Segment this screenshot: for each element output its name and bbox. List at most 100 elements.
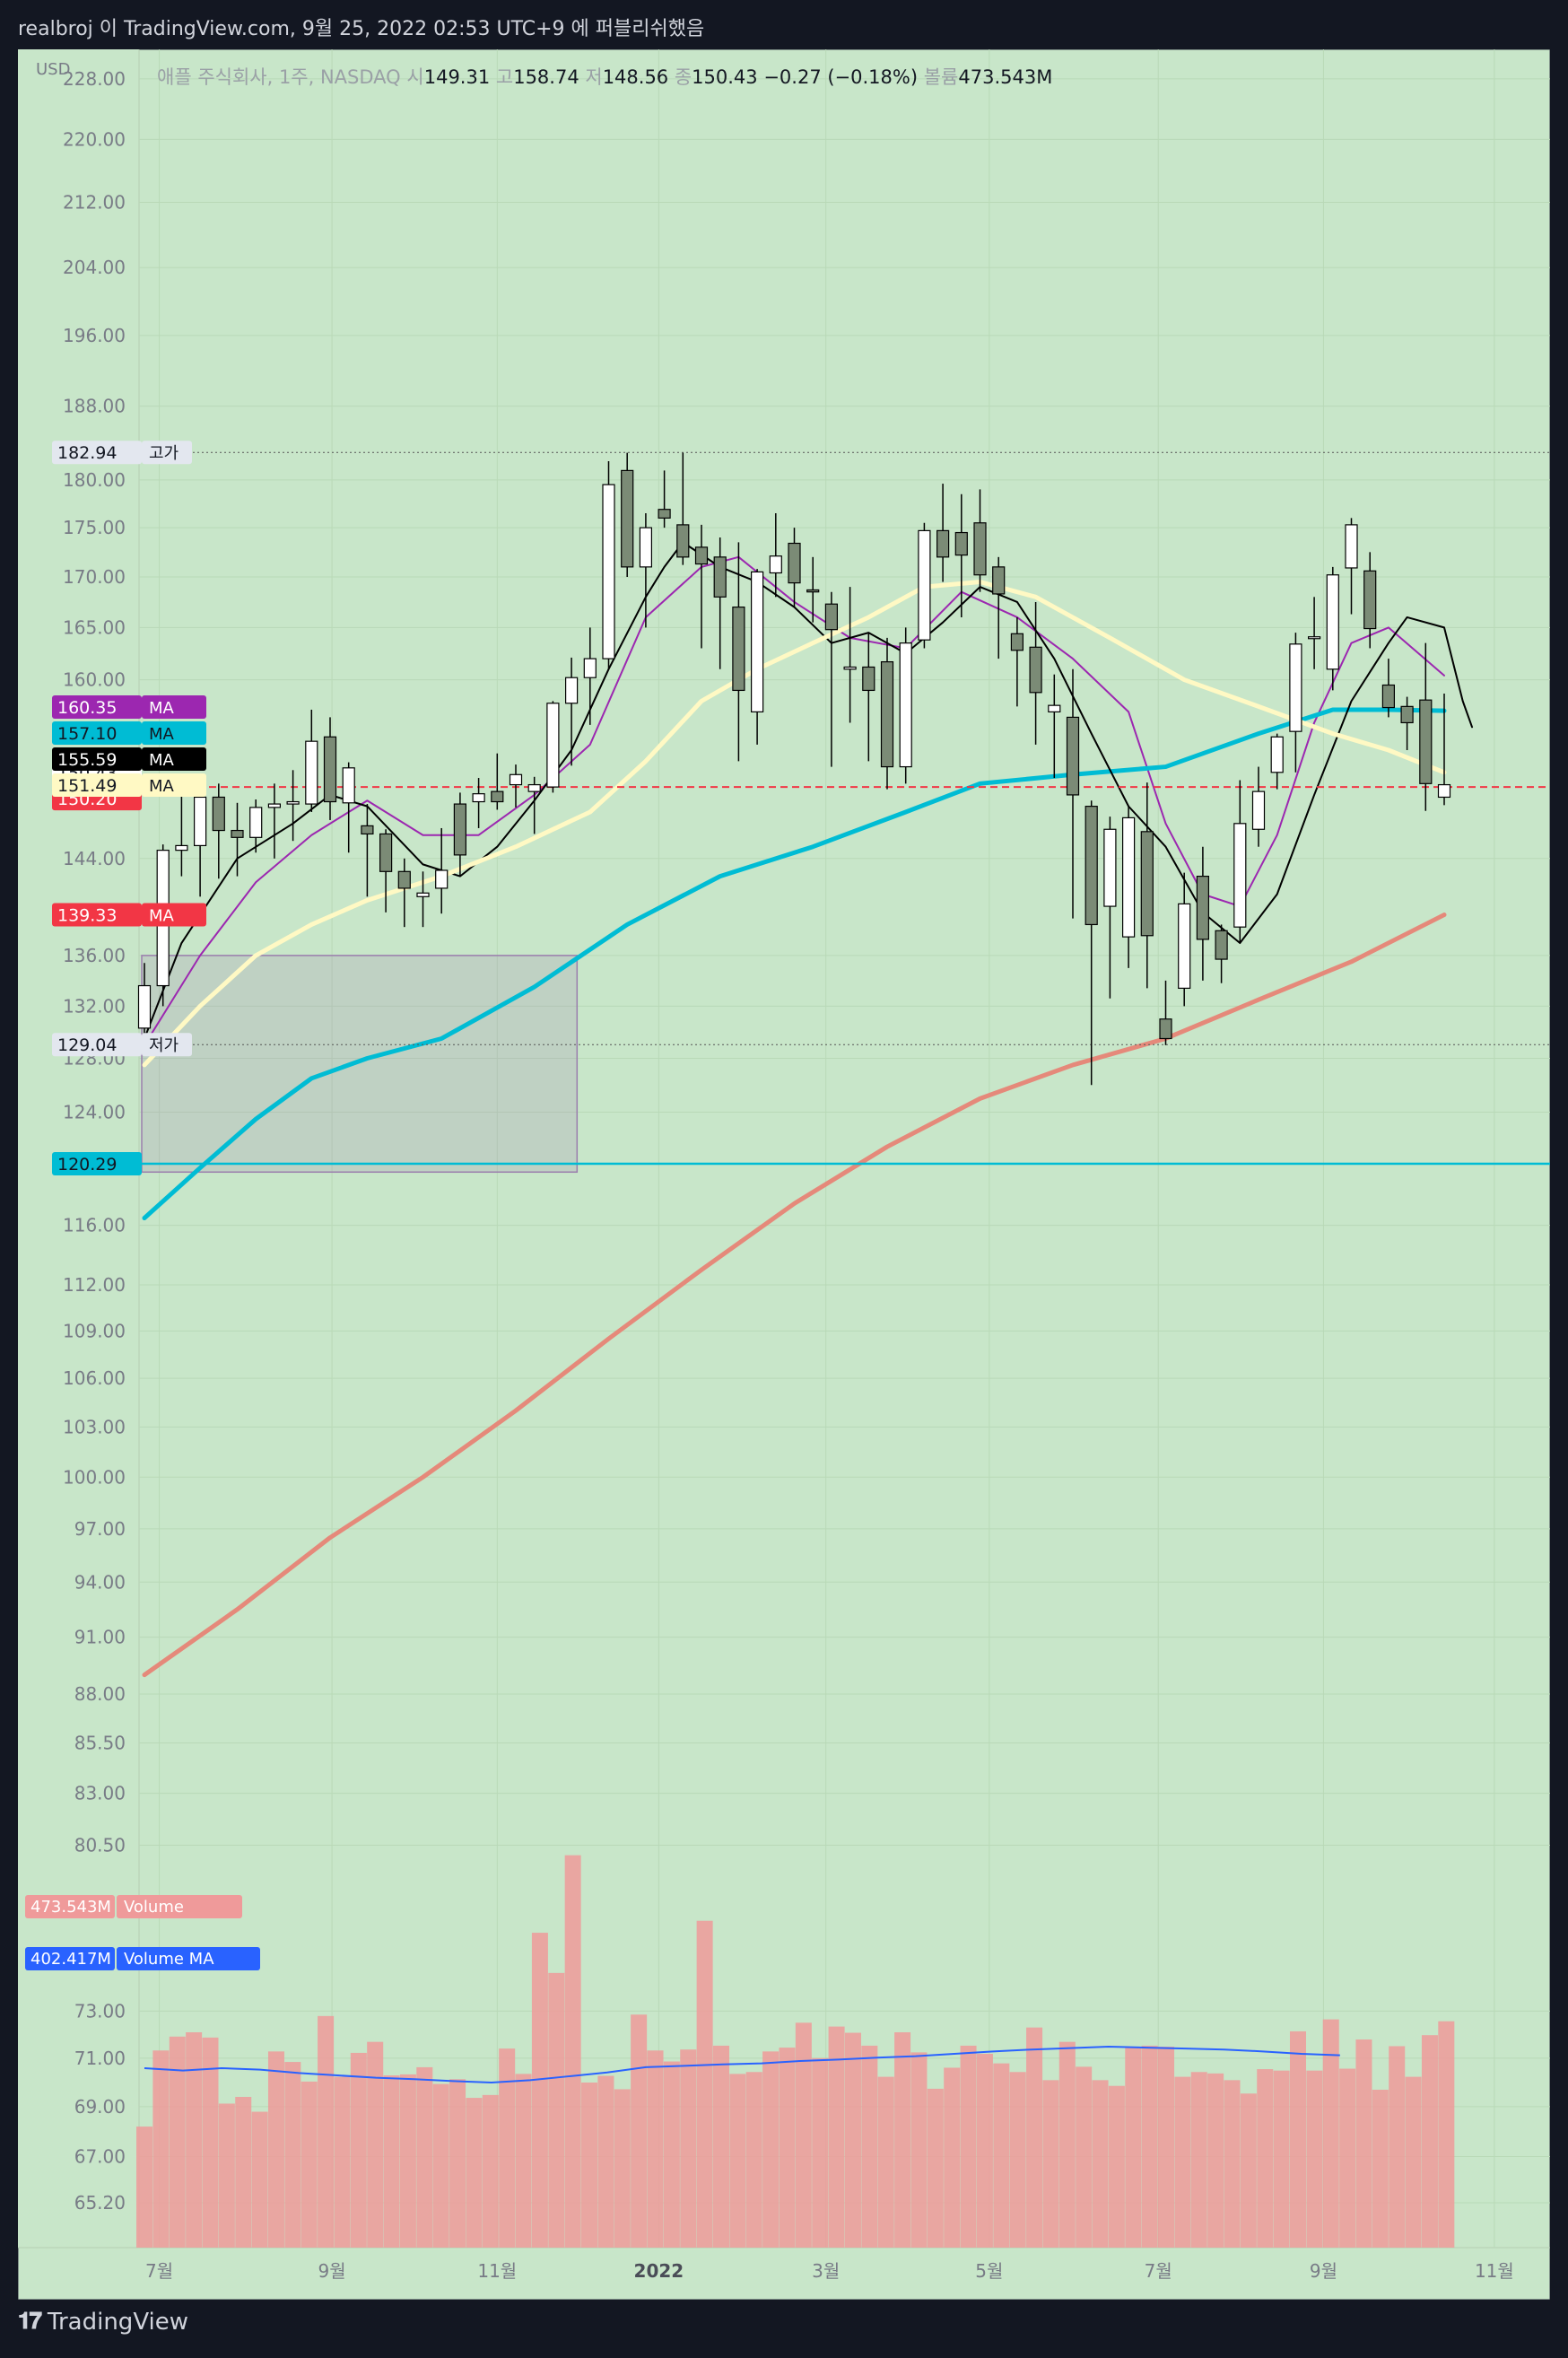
volume-bar [548,1972,565,2248]
price-tick-label: 212.00 [63,191,126,213]
volume-bar [432,2083,449,2248]
ma-3-tag-label: 151.49 [57,776,117,796]
volume-bar [779,2048,796,2248]
time-tick-label: 7월 [1145,2260,1172,2282]
volume-bar [383,2075,400,2248]
candle-down [1363,570,1377,630]
price-scale-background [18,49,139,2248]
candle-down [491,790,504,803]
low-tag-extra: 저가 [149,1036,179,1055]
price-tick-label: 69.00 [74,2096,126,2118]
candle-down [1381,684,1396,709]
volume-bar [844,2032,861,2248]
ma-line-1 [142,707,1447,1221]
candle-up [527,783,541,792]
candle-up [899,642,912,768]
volume-bar [202,2037,219,2248]
volume-bar [416,2066,433,2248]
volume-bar [531,1933,548,2248]
low-tag-label: 129.04 [57,1035,117,1055]
volume-bar [1389,2046,1406,2248]
volume-bar [944,2067,961,2248]
time-tick-label: 7월 [145,2260,173,2282]
price-tick-label: 204.00 [63,257,126,278]
low-tag-bg [52,1033,142,1057]
volume-bar [960,2045,977,2248]
candle-up [769,555,782,574]
volume-bar [1306,2070,1323,2248]
brand: 𝟏𝟕 TradingView [18,2308,188,2336]
candle-up [1251,790,1266,830]
volume-bar [696,1920,713,2248]
ma-4-tag-extra-bg [142,903,206,927]
candle-down [1066,716,1080,796]
price-tick-label: 160.00 [63,669,126,691]
ma-3-tag-extra-bg [142,773,206,797]
candlestick-chart[interactable]: 228.00 220.00 212.00 204.00 196.00 188.00 180.… [18,49,1550,2300]
candle-up [267,803,281,808]
candle-down [1400,705,1414,724]
price-tick-label: 106.00 [63,1367,126,1389]
volume-bar [597,2075,614,2248]
candle-up [843,666,857,670]
volume-tag-label: 473.543M [30,1898,111,1917]
volume-bar [1421,2035,1438,2248]
volume-bar [152,2050,170,2248]
candle-up [435,869,449,889]
volume-bar [284,2062,301,2248]
volume-bar [861,2045,878,2248]
price-tick-label: 65.20 [74,2192,126,2214]
volume-bar [1026,2027,1043,2248]
ma-2-tag-extra-bg [142,747,206,771]
volume-bar [976,2054,993,2248]
candle-down [658,509,671,519]
price-tick-label: 116.00 [63,1215,126,1236]
candle-down [1159,1018,1172,1040]
price-tick-label: 91.00 [74,1627,126,1648]
volume-bar [647,2050,664,2248]
candle-up [602,484,615,659]
price-tick-label: 124.00 [63,1102,126,1123]
candle-up [1233,823,1247,928]
volume-bar [1190,2072,1207,2248]
price-tick-label: 73.00 [74,2000,126,2022]
price-tick-label: 97.00 [74,1518,126,1540]
volume-bar [762,2051,780,2248]
volume-bar [1174,2076,1191,2248]
volume-bar [1092,2080,1109,2248]
candle-up [472,793,485,803]
candle-up [1178,903,1191,989]
candle-down [621,469,634,568]
ma-1-tag-extra-bg [142,721,206,745]
volume-bar [1438,2021,1455,2248]
volume-bar [1076,2066,1093,2248]
volume-bar [399,2074,416,2248]
high-tag-label: 182.94 [57,443,117,463]
volume-tag-bg [25,1895,115,1918]
candle-up [1345,524,1358,569]
volume-bar [564,1855,581,2248]
ma-4-tag-label: 139.33 [57,906,117,926]
candle-down [1010,633,1024,651]
volume-ma-tag-label: 402.417M [30,1950,111,1969]
volume-bar [218,2103,235,2248]
chart-pane[interactable]: 228.00 220.00 212.00 204.00 196.00 188.00 180.… [18,49,1550,2300]
price-tick-label: 180.00 [63,469,126,491]
box-annotation [141,955,579,1174]
time-tick-label: 3월 [812,2260,840,2282]
candle-down [992,566,1006,595]
time-tick-label: 11월 [477,2260,517,2282]
price-tick-label: 220.00 [63,128,126,150]
brand-name: TradingView [47,2308,189,2336]
volume-bar [828,2026,845,2248]
price-tick-label: 170.00 [63,566,126,588]
volume-bar [169,2036,186,2248]
candle-up [249,807,263,838]
price-tick-label: 103.00 [63,1416,126,1437]
high-tag-bg [52,441,142,465]
candle-down [1215,930,1228,960]
price-tick-label: 85.50 [74,1733,126,1754]
ma-4-tag-bg [52,903,142,927]
price-tick-label: 196.00 [63,325,126,346]
volume-bar [1058,2041,1076,2248]
